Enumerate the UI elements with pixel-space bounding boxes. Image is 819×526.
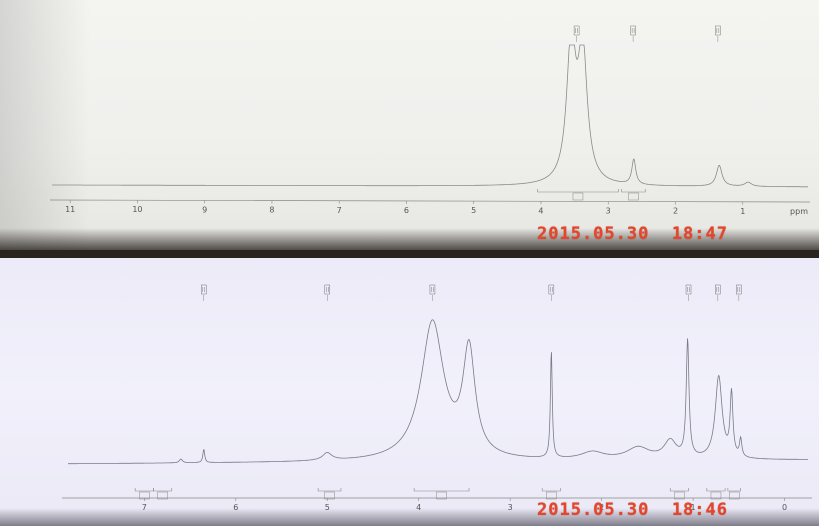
x-axis-tick-label: 11 [65,205,75,214]
x-axis-tick-label: 5 [471,206,476,215]
x-axis-tick-label: 2 [673,207,678,216]
top-paper-shadow [0,0,90,250]
integral-region [317,488,342,500]
peak-label-marker [715,284,721,301]
integral-region [537,189,619,201]
integral-region [134,488,154,500]
bottom-spectrum-photo: 7 6 5 4 3 2 1 0 [0,258,819,526]
x-axis-tick-label: 9 [202,205,207,214]
top-spectrum-photo: 11 10 9 8 7 6 5 4 3 2 1 ppm [0,0,819,250]
peak-label-marker [630,25,636,42]
x-axis-tick-label: 3 [508,503,513,512]
bottom-paper-dark-edge [0,508,819,526]
peak-label-marker [548,284,555,301]
peak-label-marker [685,284,692,301]
integral-region [153,488,173,500]
top-paper-dark-edge [0,228,819,250]
top-photo-timestamp: 2015.05.30 18:47 [537,224,728,244]
top-nmr-spectrum: 11 10 9 8 7 6 5 4 3 2 1 ppm [49,25,811,216]
integral-region [727,488,741,500]
x-axis-tick-label: 4 [538,206,543,215]
integral-region [621,189,646,201]
spectrum-line [68,319,808,465]
peak-label-marker [429,284,436,301]
integral-region [541,488,561,500]
spectrum-line [52,44,808,188]
top-paper-sheet [0,0,819,250]
bottom-nmr-spectrum: 7 6 5 4 3 2 1 0 [62,284,812,512]
x-axis-tick-label: 8 [269,206,274,215]
x-axis-tick-label: 6 [404,206,409,215]
x-axis-unit-label: ppm [790,207,808,216]
x-axis-tick-label: 6 [233,503,238,512]
peak-label-marker [573,25,580,42]
x-axis-tick-label: 7 [337,206,342,215]
bottom-photo-timestamp: 2015.05.30 18:46 [537,500,728,520]
x-axis-tick-label: 10 [132,205,142,214]
x-axis-tick-label: 3 [606,206,611,215]
peak-label-marker [715,25,721,42]
integral-region [413,488,470,500]
x-axis-tick-label: 0 [782,503,787,512]
x-axis-tick-label: 1 [740,207,745,216]
x-axis-tick-label: 5 [325,503,330,512]
x-axis-tick-label: 4 [416,503,421,512]
peak-label-marker [201,284,207,301]
spectrum-trace [52,44,808,188]
x-axis-line [49,199,811,203]
peak-label-marker [324,284,330,301]
x-axis-tick-label: 1 [691,503,696,512]
integral-region [706,488,726,500]
bottom-paper-sheet [0,258,819,526]
peak-label-marker [736,284,742,301]
x-axis-tick-label: 7 [142,503,147,512]
spectrum-trace [68,319,808,465]
integral-region [669,488,689,500]
x-axis-tick-label: 2 [599,503,604,512]
